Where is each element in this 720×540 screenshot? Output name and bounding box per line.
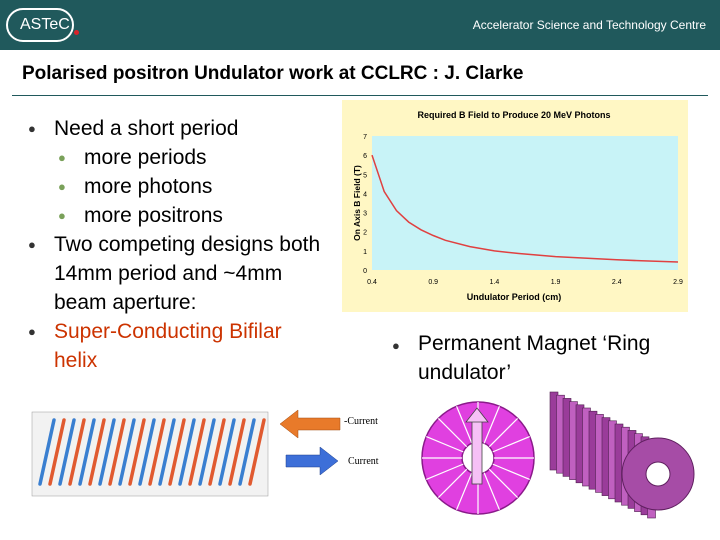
plot-area	[372, 136, 678, 270]
header-bar: ASTeC Accelerator Science and Technology…	[0, 0, 720, 50]
helix-coil	[98, 418, 116, 486]
logo-dot	[74, 30, 79, 35]
ring-undulator-image	[549, 391, 695, 519]
right-bullet-list: Permanent Magnet ‘Ring undulator’	[392, 329, 692, 387]
helix-coil	[138, 418, 156, 486]
helix-coil	[78, 418, 96, 486]
ring-segment-line	[488, 417, 519, 448]
x-tick-label: 1.9	[551, 279, 561, 286]
left-bullet-list: Need a short period more periods more ph…	[28, 114, 328, 375]
helix-coil	[38, 418, 56, 486]
helix-coil	[218, 418, 236, 486]
ring-magnet-image	[421, 401, 535, 515]
title-divider	[12, 95, 708, 96]
x-tick-label: 1.4	[490, 279, 500, 286]
chart-title: Required B Field to Produce 20 MeV Photo…	[417, 110, 610, 120]
y-tick-label: 7	[363, 134, 367, 141]
bullet-bifilar-helix: Super-Conducting Bifilar helix	[28, 317, 328, 375]
neg-current-label: -Current	[344, 416, 378, 427]
chart-xlabel: Undulator Period (cm)	[467, 292, 562, 302]
helix-coil	[148, 418, 166, 486]
left-arrow-icon	[279, 409, 341, 439]
helix-coil	[208, 418, 226, 486]
helix-coil	[248, 418, 266, 486]
sub-bullet-periods: more periods	[28, 143, 328, 172]
ring-segment-line	[426, 436, 464, 453]
right-arrow-icon	[285, 446, 339, 476]
helix-coil	[168, 418, 186, 486]
x-tick-label: 2.4	[612, 279, 622, 286]
y-tick-label: 4	[363, 191, 367, 198]
helix-coil	[238, 418, 256, 486]
helix-coil	[198, 418, 216, 486]
x-tick-label: 0.4	[367, 279, 377, 286]
field-curve	[371, 154, 679, 263]
helix-coil	[178, 418, 196, 486]
ring-segment-line	[483, 406, 500, 444]
ring-segment-line	[492, 436, 530, 453]
y-tick-label: 6	[363, 153, 367, 160]
chart-ylabel: On Axis B Field (T)	[352, 165, 362, 241]
y-tick-label: 0	[363, 268, 367, 275]
y-tick-label: 2	[363, 230, 367, 237]
y-tick-label: 5	[363, 172, 367, 179]
helix-coil	[228, 418, 246, 486]
bullet-short-period: Need a short period	[28, 114, 328, 143]
y-tick-label: 1	[363, 249, 367, 256]
helix-coil	[68, 418, 86, 486]
ring-segment-line	[426, 463, 464, 480]
helix-coil	[58, 418, 76, 486]
centre-name: Accelerator Science and Technology Centr…	[472, 18, 706, 32]
ring-segment-line	[437, 468, 468, 499]
ring-segment-line	[456, 406, 473, 444]
ring-segment-line	[488, 468, 519, 499]
ring-segment-line	[483, 472, 500, 510]
x-tick-label: 0.9	[428, 279, 438, 286]
sub-bullet-photons: more photons	[28, 172, 328, 201]
astec-logo: ASTeC	[6, 8, 74, 42]
helix-coil	[108, 418, 126, 486]
helix-coil	[88, 418, 106, 486]
bullet-ring-undulator: Permanent Magnet ‘Ring undulator’	[392, 329, 692, 387]
current-arrows: -Current Current	[279, 409, 379, 476]
current-label: Current	[348, 456, 379, 467]
helix-coil	[48, 418, 66, 486]
helix-coil	[128, 418, 146, 486]
helix-coil	[158, 418, 176, 486]
field-chart: Required B Field to Produce 20 MeV Photo…	[342, 100, 688, 312]
field-chart-svg: Required B Field to Produce 20 MeV Photo…	[352, 110, 683, 302]
helix-coil	[118, 418, 136, 486]
magnetization-arrow-icon	[471, 419, 483, 485]
ring-segment-line	[492, 463, 530, 480]
y-tick-label: 3	[363, 211, 367, 218]
bifilar-helix-image	[31, 411, 269, 497]
sub-bullet-positrons: more positrons	[28, 201, 328, 230]
bullet-competing-designs: Two competing designs both 14mm period a…	[28, 230, 328, 317]
slide-title: Polarised positron Undulator work at CCL…	[22, 63, 524, 84]
x-tick-label: 2.9	[673, 279, 683, 286]
ring-segment-line	[437, 417, 468, 448]
ring-segment-line	[456, 472, 473, 510]
helix-coil	[188, 418, 206, 486]
